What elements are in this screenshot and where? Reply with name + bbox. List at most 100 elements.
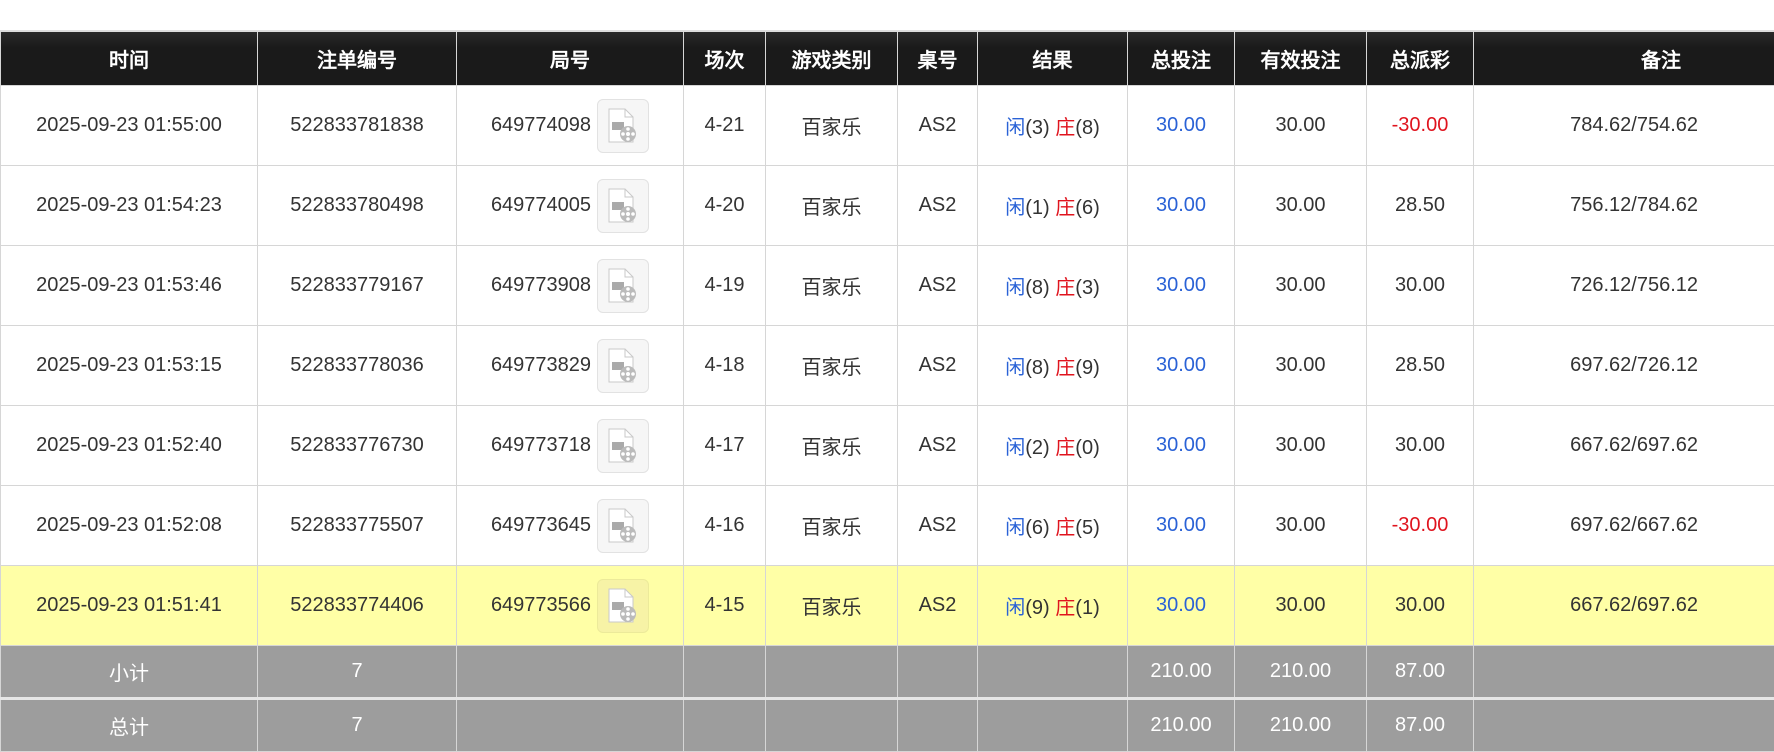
table-no: AS2 [898,486,978,566]
table-row[interactable]: 2025-09-23 01:51:41 522833774406 6497735… [1,566,1774,646]
shoe: 4-21 [684,86,766,166]
column-header-result: 结果 [978,31,1128,86]
video-replay-button[interactable] [597,579,649,633]
payout: 30.00 [1367,566,1474,646]
round-number: 649773829 [491,354,591,377]
total-bet: 30.00 [1128,246,1235,326]
banker-score: (8) [1075,117,1099,139]
bet-time: 2025-09-23 01:55:00 [1,86,258,166]
banker-score: (1) [1075,597,1099,619]
remark: 697.62/726.12 [1474,326,1774,406]
remark: 756.12/784.62 [1474,166,1774,246]
bet-history-table: 时间注单编号局号场次游戏类别桌号结果总投注有效投注总派彩备注 2025-09-2… [0,30,1774,752]
result: 闲(1) 庄(6) [978,166,1128,246]
video-replay-button[interactable] [597,99,649,153]
table-no: AS2 [898,406,978,486]
total-valid-bet: 210.00 [1235,699,1367,752]
result: 闲(8) 庄(3) [978,246,1128,326]
column-header-bet-id: 注单编号 [258,31,457,86]
video-replay-button[interactable] [597,419,649,473]
banker-score: (5) [1075,517,1099,539]
table-row[interactable]: 2025-09-23 01:52:40 522833776730 6497737… [1,406,1774,486]
banker-label: 庄 [1055,517,1075,539]
banker-label: 庄 [1055,597,1075,619]
column-header-round: 局号 [457,31,684,86]
table-row[interactable]: 2025-09-23 01:55:00 522833781838 6497740… [1,86,1774,166]
player-label: 闲 [1005,517,1025,539]
total-payout: 87.00 [1367,699,1474,752]
result: 闲(9) 庄(1) [978,566,1128,646]
video-replay-button[interactable] [597,339,649,393]
table-no: AS2 [898,566,978,646]
table-no: AS2 [898,166,978,246]
player-score: (6) [1025,517,1049,539]
game-type: 百家乐 [766,86,898,166]
game-type: 百家乐 [766,166,898,246]
total-bet: 30.00 [1128,166,1235,246]
column-header-valid-bet: 有效投注 [1235,31,1367,86]
round-number: 649773645 [491,514,591,537]
bet-history-table-container: 时间注单编号局号场次游戏类别桌号结果总投注有效投注总派彩备注 2025-09-2… [0,30,1774,752]
valid-bet: 30.00 [1235,166,1367,246]
valid-bet: 30.00 [1235,326,1367,406]
bet-time: 2025-09-23 01:53:15 [1,326,258,406]
remark: 697.62/667.62 [1474,486,1774,566]
game-type: 百家乐 [766,566,898,646]
round-number: 649773908 [491,274,591,297]
video-replay-button[interactable] [597,499,649,553]
table-row[interactable]: 2025-09-23 01:52:08 522833775507 6497736… [1,486,1774,566]
round-cell: 649774098 [457,86,684,166]
player-label: 闲 [1005,357,1025,379]
table-no: AS2 [898,246,978,326]
column-header-payout: 总派彩 [1367,31,1474,86]
payout: -30.00 [1367,486,1474,566]
round-cell: 649773566 [457,566,684,646]
game-type: 百家乐 [766,326,898,406]
video-replay-button[interactable] [597,179,649,233]
subtotal-count: 7 [258,646,457,699]
round-cell: 649773829 [457,326,684,406]
bet-time: 2025-09-23 01:53:46 [1,246,258,326]
bet-id: 522833780498 [258,166,457,246]
bet-id: 522833776730 [258,406,457,486]
bet-time: 2025-09-23 01:52:40 [1,406,258,486]
video-replay-button[interactable] [597,259,649,313]
valid-bet: 30.00 [1235,246,1367,326]
banker-score: (6) [1075,197,1099,219]
game-type: 百家乐 [766,246,898,326]
payout: 28.50 [1367,166,1474,246]
banker-label: 庄 [1055,357,1075,379]
table-row[interactable]: 2025-09-23 01:53:46 522833779167 6497739… [1,246,1774,326]
round-number: 649774005 [491,194,591,217]
valid-bet: 30.00 [1235,486,1367,566]
player-score: (8) [1025,357,1049,379]
payout: 30.00 [1367,246,1474,326]
payout: 28.50 [1367,326,1474,406]
total-row: 总计 7 210.00 210.00 87.00 [1,699,1774,752]
banker-label: 庄 [1055,277,1075,299]
player-label: 闲 [1005,277,1025,299]
subtotal-row: 小计 7 210.00 210.00 87.00 [1,646,1774,699]
column-header-shoe: 场次 [684,31,766,86]
result: 闲(8) 庄(9) [978,326,1128,406]
total-count: 7 [258,699,457,752]
bet-time: 2025-09-23 01:54:23 [1,166,258,246]
column-header-total-bet: 总投注 [1128,31,1235,86]
total-bet: 30.00 [1128,406,1235,486]
valid-bet: 30.00 [1235,566,1367,646]
subtotal-label: 小计 [1,646,258,699]
player-score: (8) [1025,277,1049,299]
total-label: 总计 [1,699,258,752]
total-bet: 30.00 [1128,566,1235,646]
table-row[interactable]: 2025-09-23 01:54:23 522833780498 6497740… [1,166,1774,246]
banker-label: 庄 [1055,437,1075,459]
bet-id: 522833775507 [258,486,457,566]
player-label: 闲 [1005,597,1025,619]
remark: 726.12/756.12 [1474,246,1774,326]
table-row[interactable]: 2025-09-23 01:53:15 522833778036 6497738… [1,326,1774,406]
result: 闲(3) 庄(8) [978,86,1128,166]
column-header-remark: 备注 [1474,31,1774,86]
player-label: 闲 [1005,437,1025,459]
player-label: 闲 [1005,117,1025,139]
player-label: 闲 [1005,197,1025,219]
